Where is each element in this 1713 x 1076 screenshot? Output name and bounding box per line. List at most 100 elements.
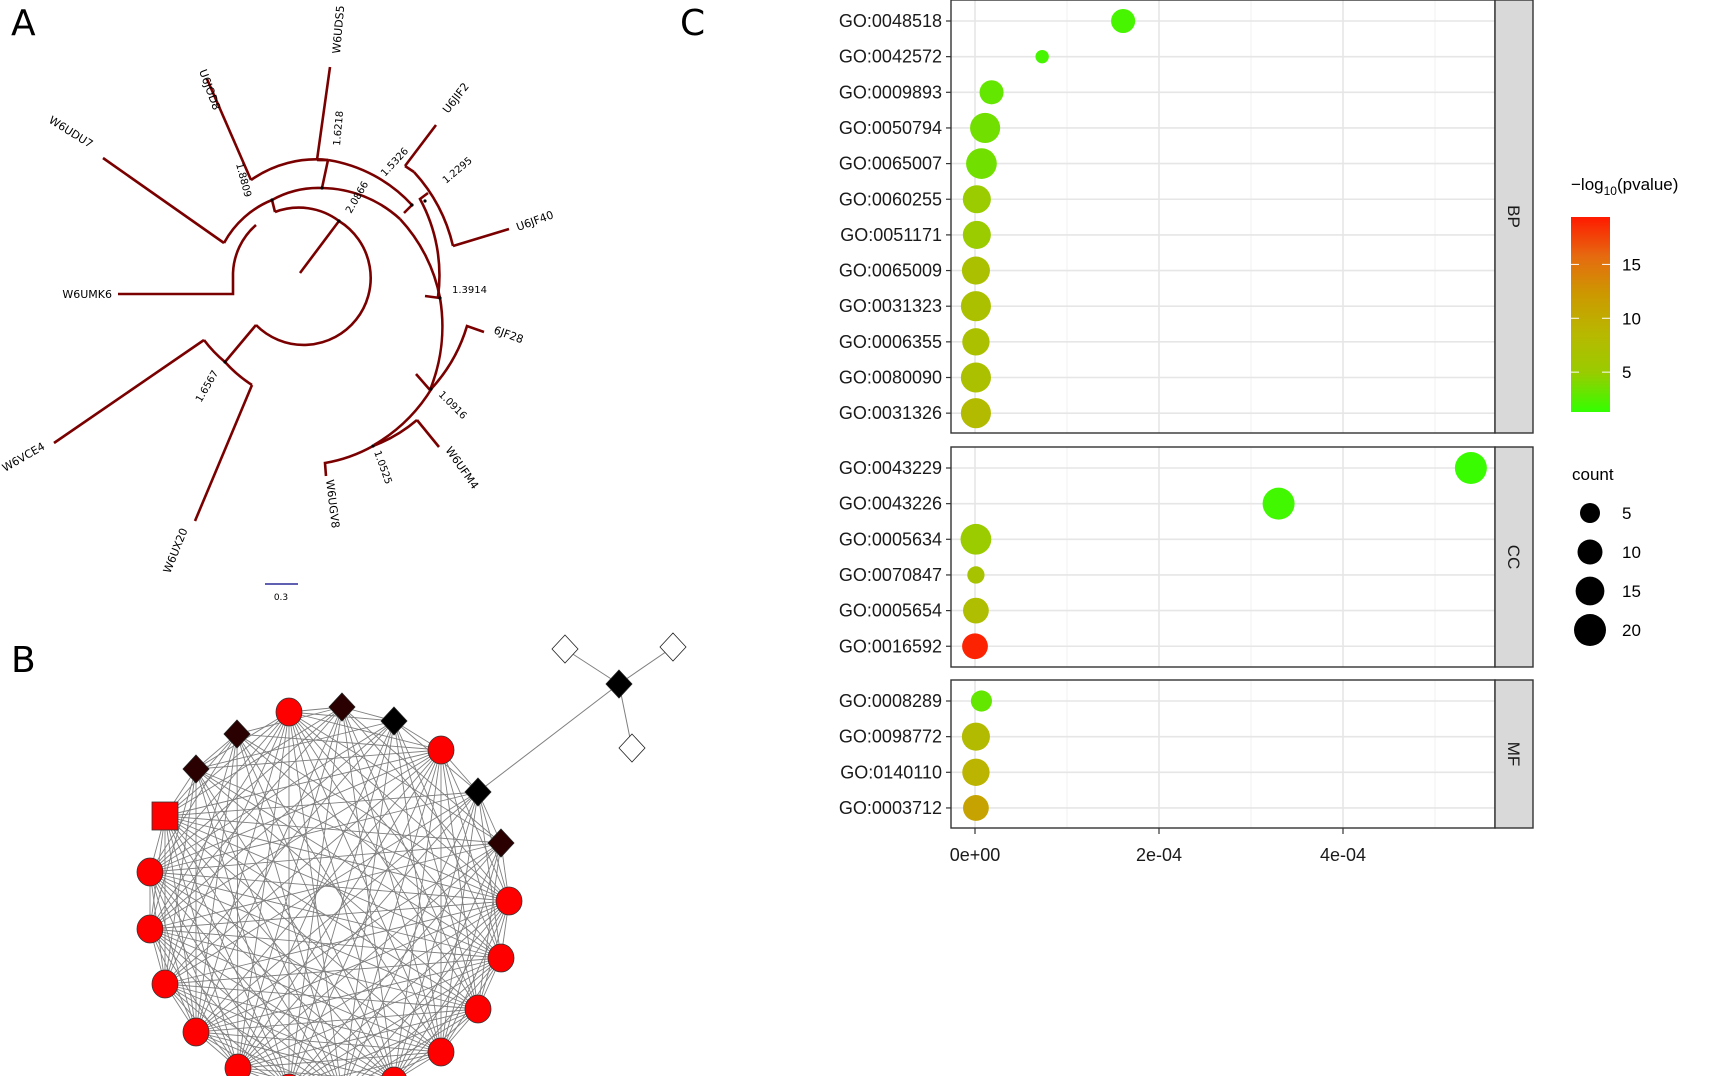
data-point[interactable] [962,220,991,249]
tree-branch [320,159,330,189]
data-point[interactable] [963,795,989,821]
data-point[interactable] [970,690,993,712]
network-edge [149,871,479,1010]
network-leaf-node[interactable] [618,733,646,763]
data-point[interactable] [967,566,985,584]
y-tick-label: GO:0005654 [839,601,942,621]
network-edge [477,683,620,793]
network-edge [164,983,442,1053]
data-point[interactable] [962,185,991,214]
data-point[interactable] [1035,49,1049,64]
network-edge [440,749,510,902]
network-node-square[interactable] [151,801,179,831]
data-point[interactable] [962,328,990,356]
facet-panels: GO:0048518 GO:0042572 GO:0009893 GO:0050794… [839,0,1534,829]
data-point[interactable] [961,256,990,285]
network-leaf-node[interactable] [659,632,687,662]
tree-branch [415,419,441,448]
data-point[interactable] [960,291,991,322]
network-edge [237,957,502,1069]
network-edge [307,957,502,1076]
network-node-circle[interactable] [151,969,179,999]
interaction-network [136,632,687,1076]
data-point[interactable] [962,758,990,786]
network-node-diamond[interactable] [182,754,210,784]
network-node-diamond[interactable] [380,706,408,736]
network-edge [393,720,442,1053]
data-point[interactable] [970,112,1001,144]
network-edge [164,711,290,985]
data-point[interactable] [1262,487,1295,520]
network-hub-node[interactable] [605,669,633,699]
colorbar [1571,217,1610,412]
network-node-circle[interactable] [487,943,515,973]
network-node-diamond[interactable] [487,828,515,858]
data-point[interactable] [966,148,997,179]
network-edge [164,815,239,1069]
scale-bar-label: 0.3 [274,593,288,603]
tip-label: W6UDS5 [330,5,347,54]
network-node-circle[interactable] [495,886,523,916]
data-point[interactable] [962,633,988,660]
y-tick-label: GO:0006355 [839,332,942,352]
facet-mf: GO:0008289 GO:0098772 GO:0140110 GO:0003712… [839,679,1534,829]
network-edge [195,791,479,1033]
network-edge [149,900,510,930]
y-tick-label: GO:0051171 [840,225,942,245]
tree-branch [205,78,253,181]
network-edge [164,815,391,1076]
network-node-diamond[interactable] [328,692,356,722]
facet-strip [1494,446,1534,668]
network-node-circle[interactable] [275,697,303,727]
network-edge [237,1067,274,1076]
network-edge [149,928,479,1010]
network-node-diamond[interactable] [223,719,251,749]
network-node-circle[interactable] [464,994,492,1024]
network-node-circle[interactable] [136,914,164,944]
data-point[interactable] [960,398,991,429]
network-edge [195,768,510,902]
tree-branch [53,338,205,445]
data-point[interactable] [1111,8,1136,34]
size-legend-label: 5 [1622,504,1631,523]
tree-branch [222,198,273,244]
network-edge [164,900,510,985]
network-node-circle[interactable] [224,1053,252,1076]
tree-branch [428,297,444,391]
network-node-circle[interactable] [182,1017,210,1047]
network-leaf-node[interactable] [551,634,579,664]
data-point[interactable] [979,80,1004,105]
data-point[interactable] [960,362,991,393]
facet-strip [1494,679,1534,829]
y-tick-label: GO:0031326 [839,403,942,423]
network-edge [393,720,502,959]
network-node-circle[interactable] [381,1066,407,1076]
network-edge [164,749,442,985]
y-tick-label: GO:0065009 [839,261,942,281]
network-edge [236,733,338,1076]
network-edge [477,842,502,1010]
data-point[interactable] [961,722,990,751]
tree-branch [452,227,510,248]
network-edge [288,711,502,959]
tree-node-dot [438,296,442,300]
network-edge [236,733,442,751]
network-edge [195,768,335,1076]
x-tick-label: 4e-04 [1320,845,1366,865]
network-edge [288,711,341,1076]
network-node-circle[interactable] [427,1037,455,1067]
data-point[interactable] [963,597,989,624]
tree-branch [193,384,254,522]
network-node-circle[interactable] [427,735,455,765]
network-node-circle[interactable] [136,857,164,887]
facet-cc: GO:0043229 GO:0043226 GO:0005634 GO:0070847… [839,446,1534,668]
data-point[interactable] [1454,452,1487,484]
network-node-diamond[interactable] [464,777,492,807]
tip-label: W6UGV8 [323,479,342,529]
tree-branch [403,124,438,167]
data-point[interactable] [960,523,992,555]
size-legend-dot [1575,576,1605,606]
facet-bp: GO:0048518 GO:0042572 GO:0009893 GO:0050794… [839,0,1534,434]
network-edge [149,720,395,873]
